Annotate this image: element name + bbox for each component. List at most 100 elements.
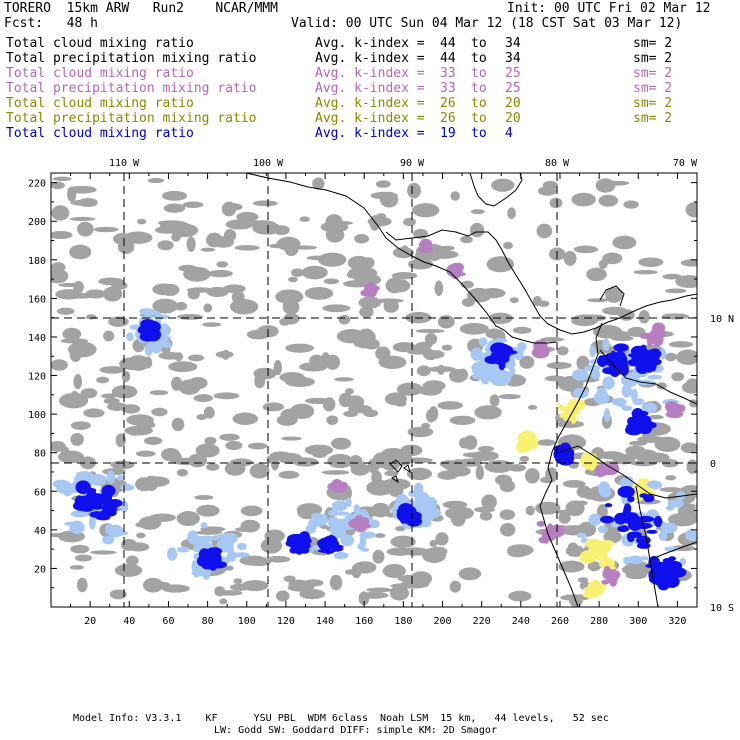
k-index-high bbox=[93, 498, 103, 504]
cloud-patch bbox=[312, 177, 325, 190]
cloud-patch bbox=[216, 590, 243, 596]
k-index-low bbox=[106, 470, 116, 484]
k-index-high bbox=[285, 539, 303, 548]
latitude-label: 0 bbox=[710, 459, 716, 470]
cloud-patch bbox=[285, 343, 315, 353]
cloud-patch bbox=[403, 217, 416, 227]
cloud-patch bbox=[395, 525, 406, 532]
k-index-high bbox=[643, 494, 655, 503]
cloud-patch bbox=[354, 233, 370, 244]
cloud-patch bbox=[546, 361, 572, 370]
cloud-patch bbox=[404, 457, 433, 464]
cloud-patch bbox=[494, 474, 513, 486]
k-index-low bbox=[333, 552, 349, 560]
coastline-mexico bbox=[245, 173, 557, 344]
k-index-high bbox=[647, 363, 654, 369]
cloud-patch bbox=[346, 270, 367, 280]
forecast-hour: Fcst: 48 h bbox=[4, 16, 98, 31]
cloud-patch bbox=[224, 461, 246, 476]
cloud-patch bbox=[317, 252, 347, 267]
k-index-high bbox=[641, 353, 658, 365]
cloud-patch bbox=[275, 590, 290, 602]
cloud-patch bbox=[77, 221, 94, 237]
k-index-low bbox=[150, 340, 163, 354]
cloud-patch bbox=[157, 240, 174, 251]
cloud-patch bbox=[499, 522, 516, 537]
cloud-patch bbox=[563, 250, 577, 266]
cloud-patch bbox=[288, 579, 310, 589]
cloud-patch bbox=[359, 306, 374, 318]
k-index-high bbox=[604, 503, 613, 508]
k-index-high bbox=[629, 427, 642, 434]
cloud-patch bbox=[499, 509, 516, 520]
k-index-low bbox=[571, 369, 589, 381]
k-index-high bbox=[655, 565, 672, 577]
coastline-lake bbox=[599, 285, 625, 307]
cloud-patch bbox=[149, 390, 169, 396]
cloud-patch bbox=[571, 317, 596, 326]
cloud-patch bbox=[577, 577, 589, 583]
k-index-high bbox=[653, 517, 663, 526]
cloud-patch bbox=[69, 244, 92, 260]
cloud-patch bbox=[359, 591, 389, 599]
coastlines bbox=[245, 173, 697, 607]
k-index-low bbox=[75, 471, 94, 479]
k-index-high bbox=[618, 513, 636, 518]
k-index-low bbox=[89, 474, 107, 487]
cloud-patch bbox=[268, 243, 289, 249]
cloud-patch bbox=[426, 409, 436, 423]
k-index-low bbox=[305, 524, 316, 534]
cloud-patch bbox=[389, 585, 410, 601]
k-index-low bbox=[493, 338, 508, 343]
legend-k-from: 44 bbox=[440, 51, 456, 66]
cloud-patch bbox=[587, 298, 609, 303]
y-tick-label: 180 bbox=[28, 256, 46, 267]
cloud-patch bbox=[223, 284, 246, 294]
legend-field-name: Total cloud mixing ratio bbox=[6, 36, 194, 51]
cloud-patch bbox=[51, 230, 73, 240]
cloud-patch bbox=[291, 268, 304, 277]
cloud-patch bbox=[507, 464, 527, 472]
cloud-patch bbox=[163, 203, 186, 213]
cloud-patch bbox=[598, 194, 619, 207]
k-index-low bbox=[511, 354, 522, 359]
longitude-label: 70 W bbox=[673, 158, 698, 169]
cloud-patch bbox=[573, 245, 599, 254]
legend-index-label: Avg. k-index = bbox=[315, 111, 425, 126]
k-index-low bbox=[632, 398, 645, 406]
cloud-patch bbox=[299, 362, 328, 372]
cloud-patch bbox=[234, 526, 259, 533]
cloud-patch bbox=[348, 455, 363, 470]
cloud-patch bbox=[498, 394, 521, 400]
cloud-patch bbox=[437, 401, 464, 410]
cloud-patch bbox=[519, 455, 530, 462]
cloud-patch bbox=[310, 445, 329, 458]
cloud-patch bbox=[554, 509, 577, 514]
longitude-label: 90 W bbox=[400, 158, 425, 169]
cloud-patch bbox=[628, 440, 648, 446]
cloud-patch bbox=[633, 269, 658, 275]
legend-smoothing: sm= 2 bbox=[633, 36, 673, 51]
legend-k-from: 19 bbox=[440, 126, 456, 141]
cloud-patch bbox=[321, 470, 350, 475]
cloud-patch bbox=[233, 578, 243, 585]
k-index-yellow bbox=[582, 591, 601, 599]
cloud-patch bbox=[119, 357, 143, 370]
k-index-low bbox=[191, 559, 199, 574]
k-index-low bbox=[141, 310, 157, 317]
axis-ticks bbox=[50, 173, 698, 608]
cloud-patch bbox=[79, 456, 96, 470]
cloud-patch bbox=[362, 257, 375, 269]
k-index-low bbox=[664, 546, 680, 552]
cloud-patch bbox=[654, 436, 681, 452]
cloud-patch bbox=[532, 295, 542, 307]
cloud-patch bbox=[676, 349, 697, 365]
k-index-yellow bbox=[562, 406, 572, 412]
k-index-low bbox=[576, 532, 587, 538]
cloud-patch bbox=[204, 436, 217, 445]
x-tick-label: 180 bbox=[394, 616, 412, 627]
k-index-yellow bbox=[580, 457, 596, 465]
k-index-purple bbox=[652, 322, 666, 334]
legend-k-from: 26 bbox=[440, 111, 456, 126]
cloud-patch bbox=[537, 439, 557, 446]
